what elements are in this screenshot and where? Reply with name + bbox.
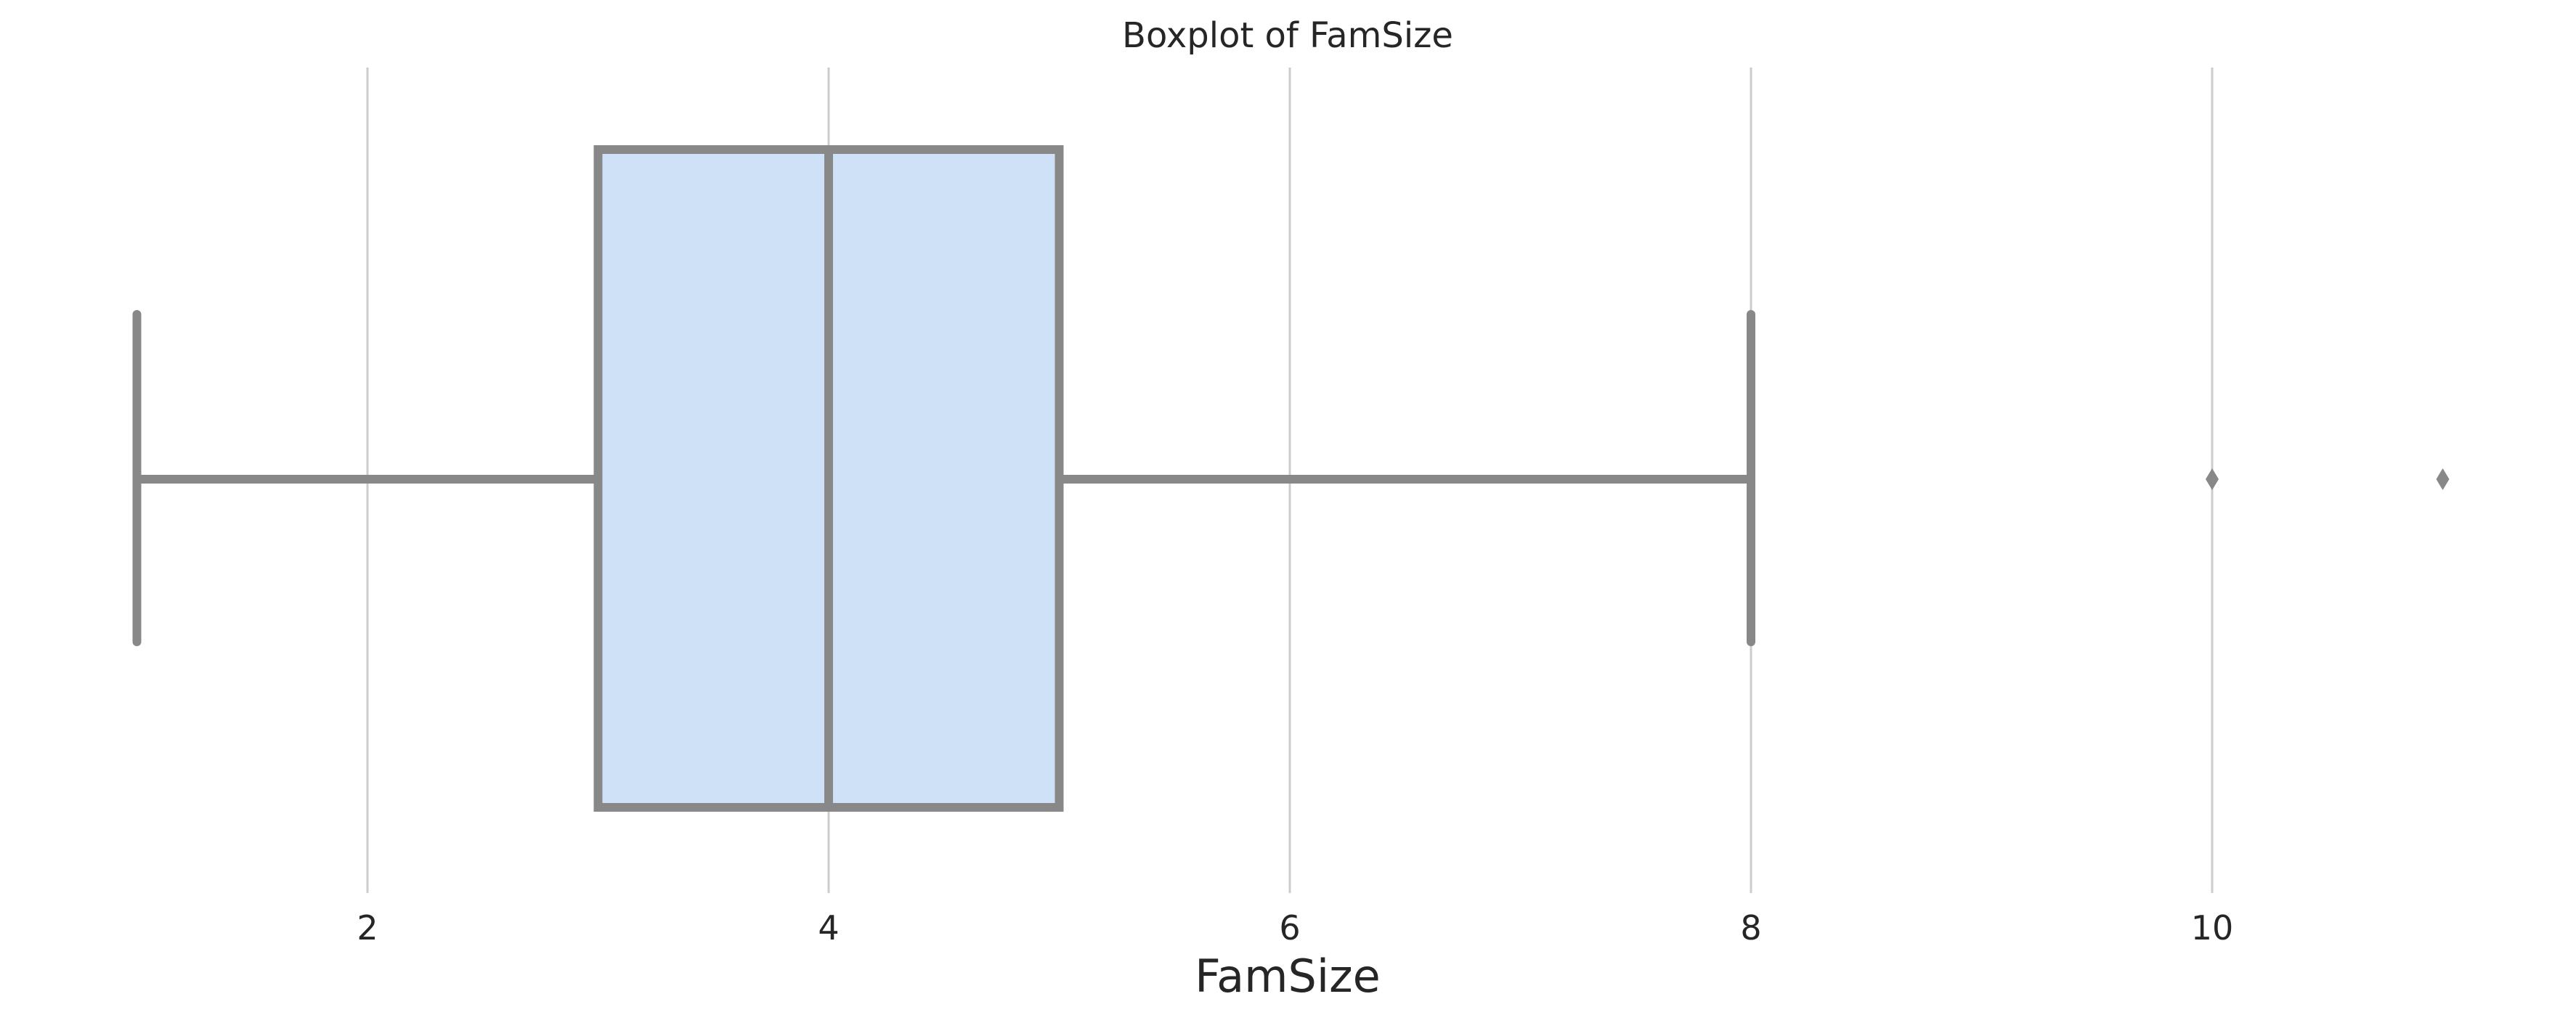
x-tick-label-4: 4	[818, 908, 839, 947]
x-tick-label-6: 6	[1279, 908, 1300, 947]
tick-layer: 2 4 6 8 10	[357, 908, 2233, 947]
outlier-point-0	[2206, 468, 2219, 490]
x-axis-label: FamSize	[1195, 950, 1381, 1003]
x-tick-label-10: 10	[2191, 908, 2234, 947]
chart-title: Boxplot of FamSize	[1122, 15, 1453, 56]
box-layer	[132, 145, 2450, 812]
x-tick-label-2: 2	[357, 908, 378, 947]
x-tick-label-8: 8	[1740, 908, 1761, 947]
outlier-point-1	[2436, 468, 2450, 490]
